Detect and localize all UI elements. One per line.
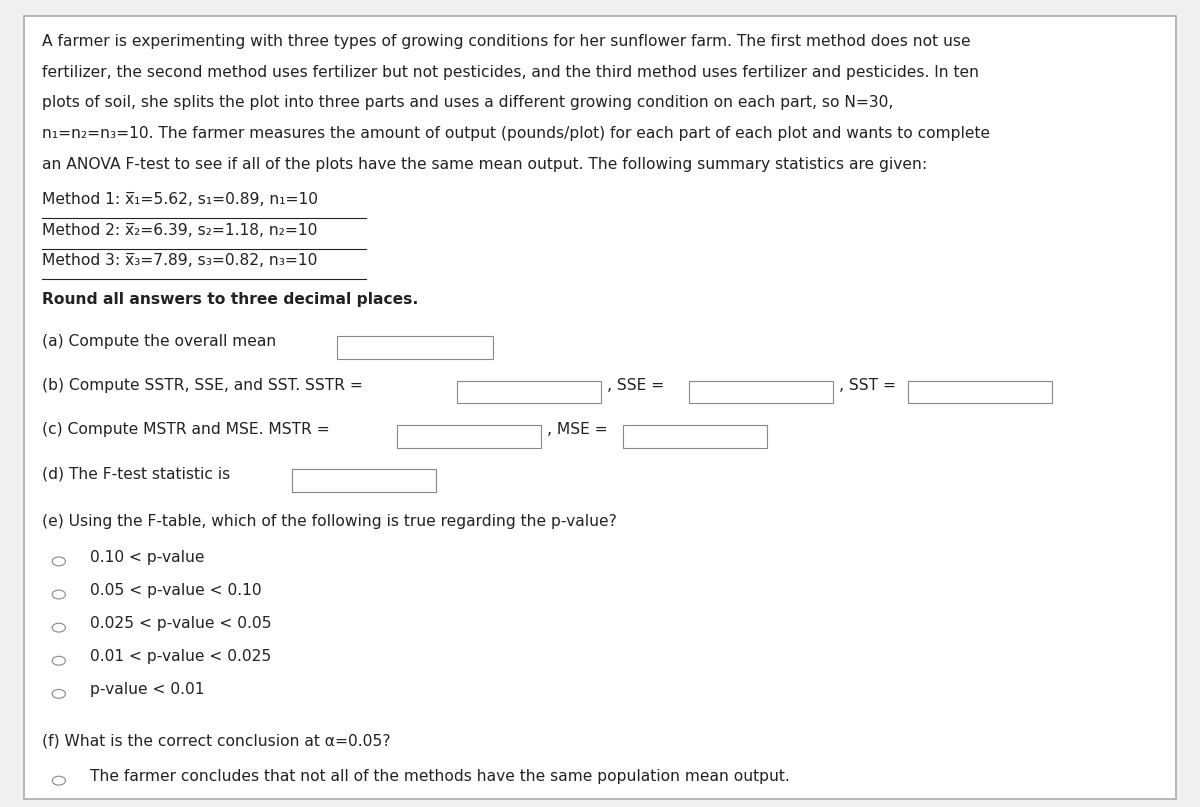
Text: , SSE =: , SSE = (607, 378, 665, 393)
Text: 0.05 < p-value < 0.10: 0.05 < p-value < 0.10 (90, 583, 262, 598)
Text: The farmer concludes that not all of the methods have the same population mean o: The farmer concludes that not all of the… (90, 769, 790, 784)
Text: 0.025 < p-value < 0.05: 0.025 < p-value < 0.05 (90, 616, 271, 631)
FancyBboxPatch shape (689, 381, 833, 404)
Text: (f) What is the correct conclusion at α=0.05?: (f) What is the correct conclusion at α=… (42, 734, 391, 749)
Text: 0.01 < p-value < 0.025: 0.01 < p-value < 0.025 (90, 649, 271, 664)
Text: (e) Using the F-table, which of the following is true regarding the p-value?: (e) Using the F-table, which of the foll… (42, 515, 617, 529)
Text: Method 1: x̅₁=5.62, s₁=0.89, n₁=10: Method 1: x̅₁=5.62, s₁=0.89, n₁=10 (42, 192, 318, 207)
FancyBboxPatch shape (397, 425, 541, 448)
Text: Method 3: x̅₃=7.89, s₃=0.82, n₃=10: Method 3: x̅₃=7.89, s₃=0.82, n₃=10 (42, 253, 317, 269)
Text: (c) Compute MSTR and MSE. MSTR =: (c) Compute MSTR and MSE. MSTR = (42, 423, 330, 437)
Text: n₁=n₂=n₃=10. The farmer measures the amount of output (pounds/plot) for each par: n₁=n₂=n₃=10. The farmer measures the amo… (42, 126, 990, 141)
Text: p-value < 0.01: p-value < 0.01 (90, 682, 204, 697)
Text: fertilizer, the second method uses fertilizer but not pesticides, and the third : fertilizer, the second method uses ferti… (42, 65, 979, 80)
Text: , MSE =: , MSE = (547, 423, 608, 437)
FancyBboxPatch shape (908, 381, 1052, 404)
Text: (b) Compute SSTR, SSE, and SST. SSTR =: (b) Compute SSTR, SSE, and SST. SSTR = (42, 378, 362, 393)
Text: 0.10 < p-value: 0.10 < p-value (90, 550, 204, 565)
Text: Method 2: x̅₂=6.39, s₂=1.18, n₂=10: Method 2: x̅₂=6.39, s₂=1.18, n₂=10 (42, 223, 317, 238)
Text: , SST =: , SST = (839, 378, 895, 393)
FancyBboxPatch shape (24, 16, 1176, 799)
Text: (d) The F-test statistic is: (d) The F-test statistic is (42, 467, 230, 482)
FancyBboxPatch shape (623, 425, 767, 448)
Text: Round all answers to three decimal places.: Round all answers to three decimal place… (42, 292, 419, 307)
FancyBboxPatch shape (457, 381, 601, 404)
Text: (a) Compute the overall mean: (a) Compute the overall mean (42, 333, 276, 349)
Text: A farmer is experimenting with three types of growing conditions for her sunflow: A farmer is experimenting with three typ… (42, 34, 971, 49)
Text: an ANOVA F-test to see if all of the plots have the same mean output. The follow: an ANOVA F-test to see if all of the plo… (42, 157, 928, 172)
FancyBboxPatch shape (292, 470, 436, 492)
Text: plots of soil, she splits the plot into three parts and uses a different growing: plots of soil, she splits the plot into … (42, 95, 893, 111)
FancyBboxPatch shape (337, 336, 493, 358)
